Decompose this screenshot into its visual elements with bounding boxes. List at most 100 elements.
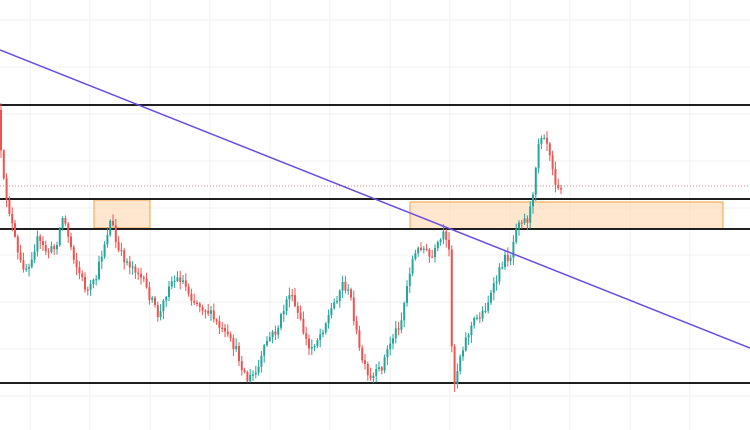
- candle-body: [453, 346, 456, 385]
- candle-body: [403, 302, 406, 321]
- candle-body: [358, 330, 361, 348]
- horizontal-levels: [0, 104, 750, 384]
- candle-body: [529, 206, 532, 223]
- candle-body: [310, 346, 313, 349]
- candle-body: [352, 297, 355, 322]
- candle-body: [434, 248, 436, 258]
- candle-body: [436, 241, 439, 249]
- candle-body: [520, 222, 523, 224]
- candle-body: [394, 328, 397, 339]
- candle-body: [198, 303, 201, 308]
- candle-body: [226, 331, 229, 335]
- candle-body: [361, 347, 364, 361]
- candle-body: [540, 138, 543, 144]
- candle-body: [560, 188, 562, 190]
- candle-body: [131, 266, 134, 268]
- candle-body: [109, 220, 112, 235]
- candle-body: [425, 248, 428, 250]
- candle-body: [551, 155, 554, 169]
- candle-body: [221, 327, 224, 330]
- candle-body: [495, 281, 498, 284]
- candle-body: [30, 259, 33, 268]
- candle-body: [114, 225, 117, 243]
- candle-body: [294, 295, 296, 307]
- candle-body: [534, 167, 537, 195]
- candle-body: [42, 241, 44, 246]
- candle-body: [218, 321, 221, 328]
- candle-body: [439, 239, 442, 242]
- candle-body: [473, 318, 476, 326]
- candle-body: [537, 143, 540, 168]
- candle-body: [14, 223, 16, 237]
- candle-body: [162, 300, 165, 312]
- candle-body: [557, 184, 560, 189]
- candle-body: [123, 250, 126, 263]
- candle-body: [546, 137, 548, 144]
- candle-body: [266, 340, 268, 346]
- candle-body: [291, 295, 294, 297]
- candle-body: [179, 277, 182, 282]
- candle-body: [364, 360, 366, 364]
- candle-body: [313, 346, 316, 348]
- candle-body: [498, 267, 501, 282]
- candle-body: [84, 277, 86, 290]
- candle-body: [232, 338, 235, 350]
- candle-body: [39, 236, 42, 242]
- candle-body: [338, 290, 341, 301]
- candle-body: [392, 338, 394, 344]
- candle-body: [11, 213, 14, 224]
- candle-body: [523, 218, 526, 223]
- candle-body: [2, 150, 5, 179]
- candle-body: [408, 273, 411, 286]
- candle-body: [400, 320, 403, 330]
- candle-body: [548, 143, 551, 156]
- candle-body: [372, 375, 375, 378]
- candle-body: [117, 242, 120, 251]
- candle-body: [459, 356, 462, 372]
- candle-body: [98, 261, 100, 280]
- candle-body: [526, 218, 529, 223]
- candle-body: [467, 335, 470, 338]
- candle-body: [492, 283, 495, 293]
- candle-body: [204, 310, 207, 312]
- candle-body: [375, 368, 378, 376]
- candle-body: [464, 337, 467, 351]
- candle-body: [389, 343, 392, 350]
- candle-body: [456, 371, 459, 385]
- candle-body: [212, 310, 215, 320]
- candle-body: [380, 367, 383, 371]
- zone-rect: [93, 199, 151, 229]
- candle-body: [47, 251, 50, 253]
- candle-body: [140, 273, 142, 278]
- candle-body: [72, 247, 75, 261]
- candle-body: [509, 257, 512, 262]
- candle-body: [268, 337, 271, 341]
- candle-body: [8, 199, 11, 214]
- trendline: [0, 49, 750, 349]
- candle-body: [316, 340, 319, 347]
- candle-body: [44, 245, 47, 252]
- candle-body: [344, 281, 347, 291]
- candle-body: [285, 299, 288, 312]
- candle-body: [240, 361, 243, 371]
- candle-body: [296, 306, 299, 313]
- candle-body: [190, 293, 193, 301]
- candle-body: [56, 244, 58, 250]
- candle-body: [470, 325, 473, 336]
- candle-body: [173, 280, 176, 283]
- candle-body: [512, 241, 515, 258]
- candle-body: [0, 110, 2, 151]
- candle-body: [33, 251, 36, 260]
- candle-body: [249, 374, 252, 382]
- candle-body: [235, 345, 238, 350]
- candle-body: [341, 281, 344, 291]
- candle-body: [92, 279, 95, 285]
- candle-body: [187, 286, 190, 294]
- candle-body: [462, 350, 464, 357]
- candle-body: [86, 289, 89, 291]
- candle-body: [229, 334, 232, 339]
- candle-body: [445, 231, 448, 240]
